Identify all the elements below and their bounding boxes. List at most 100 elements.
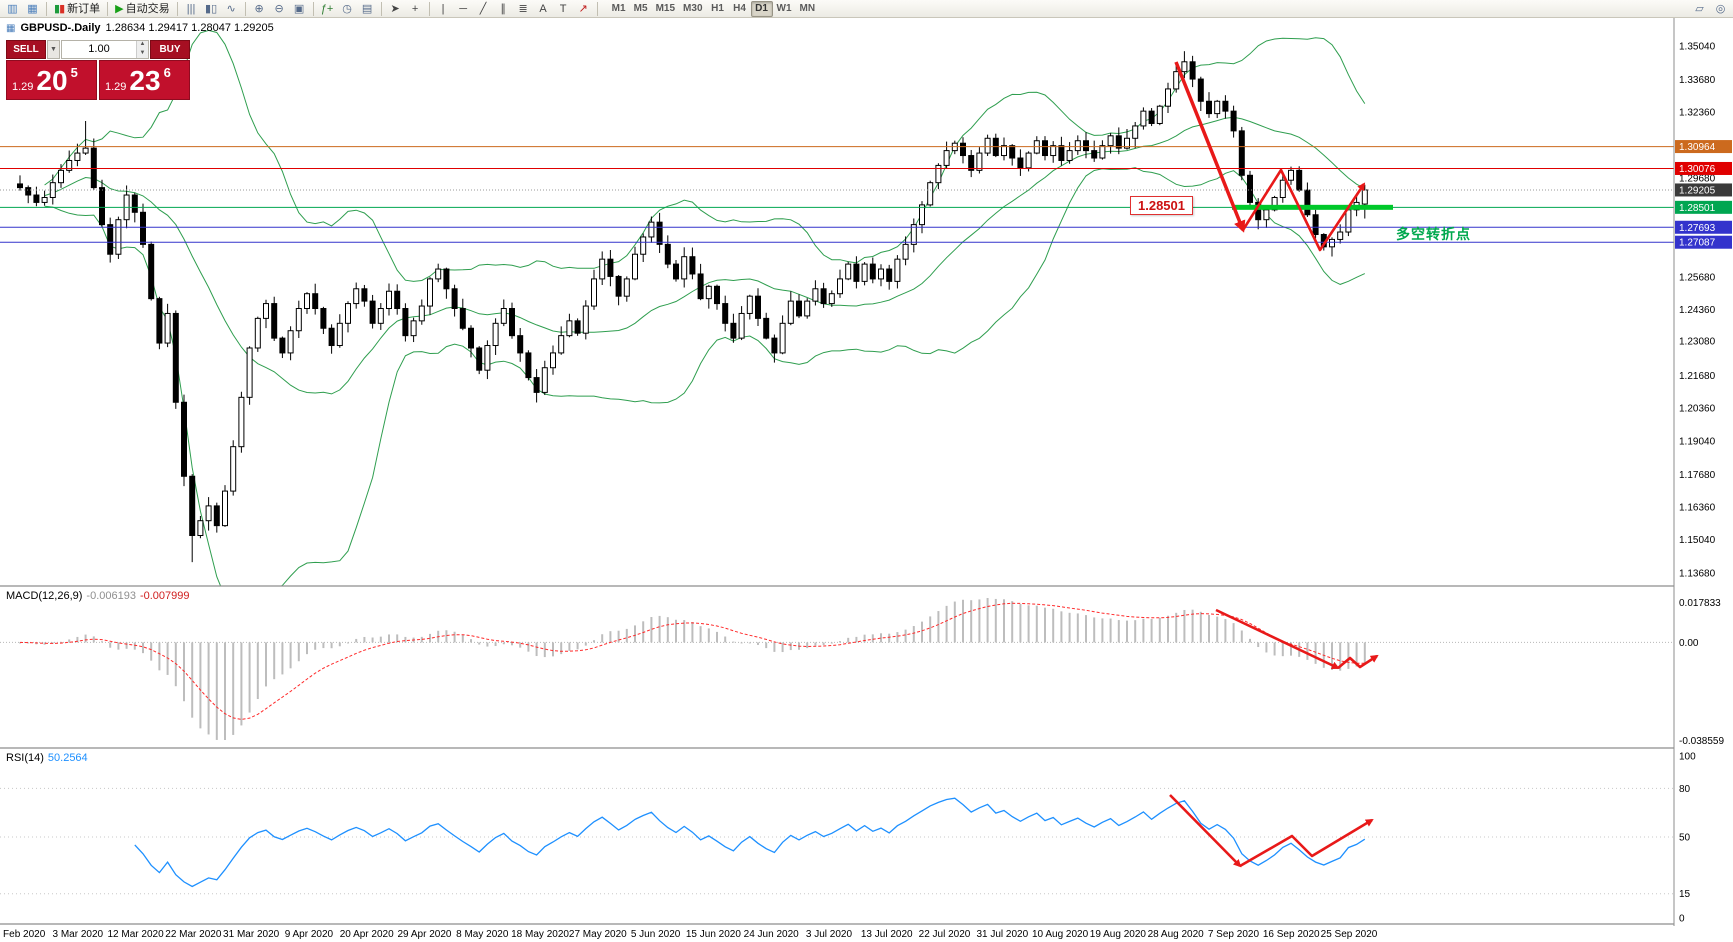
volume-dropdown[interactable]: ▼: [47, 40, 60, 59]
toolbar-separator: [244, 1, 246, 16]
fibonacci-button[interactable]: ≣: [514, 1, 533, 17]
chart-candles-button[interactable]: ▮▯: [202, 1, 221, 17]
channel-button[interactable]: ∥: [494, 1, 513, 17]
zoom-in-button[interactable]: ⊕: [250, 1, 269, 17]
svg-text:10 Aug 2020: 10 Aug 2020: [1032, 929, 1089, 940]
svg-text:22 Jul 2020: 22 Jul 2020: [919, 929, 971, 940]
sell-button[interactable]: SELL: [6, 40, 46, 59]
chart-bars-button[interactable]: |||: [182, 1, 201, 17]
vertical-line-button[interactable]: |: [434, 1, 453, 17]
label-button[interactable]: T: [554, 1, 573, 17]
svg-text:1.29680: 1.29680: [1679, 174, 1716, 185]
svg-text:1.19040: 1.19040: [1679, 436, 1716, 447]
chart-line-button[interactable]: ∿: [222, 1, 241, 17]
timeframe-d1[interactable]: D1: [750, 0, 773, 17]
docking-button[interactable]: ▱: [1690, 1, 1709, 17]
search-button[interactable]: ◎: [1711, 1, 1730, 17]
volume-down-icon[interactable]: ▼: [137, 49, 148, 58]
svg-text:1.16360: 1.16360: [1679, 502, 1716, 513]
sell-price-button[interactable]: 1.29 20 5: [6, 60, 97, 100]
price-axis: 1.35040 1.33680 1.32360 1.29680 1.25680 1.243…: [1675, 42, 1732, 925]
timeframe-m1[interactable]: M1: [611, 3, 626, 14]
timeframe-m30[interactable]: M30: [683, 3, 703, 14]
turning-point-label[interactable]: 多空转折点: [1396, 226, 1471, 242]
crosshair-button[interactable]: +: [406, 1, 425, 17]
timeframe-m5[interactable]: M5: [633, 3, 648, 14]
svg-text:13 Jul 2020: 13 Jul 2020: [861, 929, 913, 940]
svg-text:3 Mar 2020: 3 Mar 2020: [52, 929, 103, 940]
templates-button[interactable]: ▤: [358, 1, 377, 17]
buy-price-base: 1.29: [105, 81, 127, 93]
buy-price-big: 23: [129, 65, 161, 96]
buy-price-button[interactable]: 1.29 23 6: [99, 60, 190, 100]
macd-signal-value: -0.007999: [139, 590, 190, 602]
svg-text:28 Aug 2020: 28 Aug 2020: [1148, 929, 1205, 940]
svg-text:1.30076: 1.30076: [1679, 164, 1716, 175]
rsi-value: 50.2564: [47, 752, 88, 764]
vertical-line-icon: |: [441, 2, 445, 15]
trend-arrows-macd[interactable]: [1215, 608, 1379, 670]
svg-text:1.20360: 1.20360: [1679, 404, 1716, 415]
volume-stepper[interactable]: ▲ ▼: [136, 41, 148, 58]
timeframe-h1[interactable]: H1: [711, 3, 724, 14]
timeframe-mn[interactable]: MN: [799, 3, 816, 14]
toolbar-separator: [428, 1, 430, 16]
indicators-button[interactable]: ƒ+: [318, 1, 337, 17]
svg-text:1.23080: 1.23080: [1679, 337, 1716, 348]
trendline-button[interactable]: ╱: [474, 1, 493, 17]
volume-up-icon[interactable]: ▲: [137, 41, 148, 50]
cursor-button[interactable]: ➤: [386, 1, 405, 17]
svg-text:31 Mar 2020: 31 Mar 2020: [223, 929, 280, 940]
autotrading-button[interactable]: ▶ 自动交易: [112, 1, 172, 17]
one-click-strip: SELL ▼ 1.00 ▲ ▼ BUY: [6, 40, 190, 59]
buy-button[interactable]: BUY: [150, 40, 190, 59]
arrows-button[interactable]: ↗: [574, 1, 593, 17]
new-order-button[interactable]: ▮ ▮ 新订单: [51, 1, 103, 17]
svg-text:1.15040: 1.15040: [1679, 535, 1716, 546]
horizontal-lines[interactable]: [0, 146, 1674, 243]
periods-button[interactable]: ◷: [338, 1, 357, 17]
svg-text:15: 15: [1679, 889, 1691, 900]
svg-text:1.24360: 1.24360: [1679, 305, 1716, 316]
new-chart-button[interactable]: ▥: [3, 1, 22, 17]
support-zone-bar[interactable]: [1232, 204, 1393, 210]
volume-input[interactable]: 1.00: [88, 43, 110, 55]
svg-text:3 Jul 2020: 3 Jul 2020: [806, 929, 853, 940]
svg-text:0: 0: [1679, 914, 1685, 925]
timeframe-h4[interactable]: H4: [733, 3, 746, 14]
timeframe-m15[interactable]: M15: [655, 3, 676, 14]
svg-text:7 Sep 2020: 7 Sep 2020: [1208, 929, 1260, 940]
toolbar: ▥ ▦ ▮ ▮ 新订单 ▶ 自动交易 ||| ▮▯ ∿ ⊕ ⊖ ▣ ƒ+ ◷ ▤ ➤ + | ─ ╱ ∥ ≣ A T ↗ M1 M5 M…: [0, 0, 1733, 18]
support-price-callout[interactable]: 1.28501: [1130, 196, 1193, 215]
svg-text:12 Mar 2020: 12 Mar 2020: [107, 929, 164, 940]
autotrading-button-label: 自动交易: [125, 2, 170, 15]
svg-text:24 Jun 2020: 24 Jun 2020: [744, 929, 799, 940]
svg-text:0.00: 0.00: [1679, 638, 1699, 649]
label-icon: T: [559, 2, 567, 15]
new-order-button-label: 新订单: [67, 2, 101, 15]
candlesticks: [17, 51, 1368, 563]
chart-window-caption: ▦ GBPUSD-.Daily 1.28634 1.29417 1.28047 …: [6, 22, 274, 34]
text-button[interactable]: A: [534, 1, 553, 17]
indicators-icon: ƒ+: [320, 2, 334, 15]
rsi-indicator-header: RSI(14) 50.2564: [6, 752, 88, 764]
svg-text:29 Apr 2020: 29 Apr 2020: [398, 929, 452, 940]
cursor-icon: ➤: [390, 2, 400, 15]
tile-windows-button[interactable]: ▣: [290, 1, 309, 17]
horizontal-line-button[interactable]: ─: [454, 1, 473, 17]
trend-arrows-rsi[interactable]: [1169, 794, 1374, 868]
svg-text:31 Jul 2020: 31 Jul 2020: [976, 929, 1028, 940]
new-order-icon: ▮: [54, 2, 61, 15]
trend-arrows-main[interactable]: [1174, 61, 1366, 252]
svg-text:1.35040: 1.35040: [1679, 42, 1716, 53]
timeframe-w1[interactable]: W1: [776, 3, 792, 14]
text-icon: A: [539, 2, 547, 15]
zoom-out-button[interactable]: ⊖: [270, 1, 289, 17]
docking-icon: ▱: [1695, 2, 1704, 15]
profiles-button[interactable]: ▦: [23, 1, 42, 17]
new-chart-icon: ▥: [7, 2, 18, 15]
chart-window-icon: ▦: [6, 22, 16, 34]
